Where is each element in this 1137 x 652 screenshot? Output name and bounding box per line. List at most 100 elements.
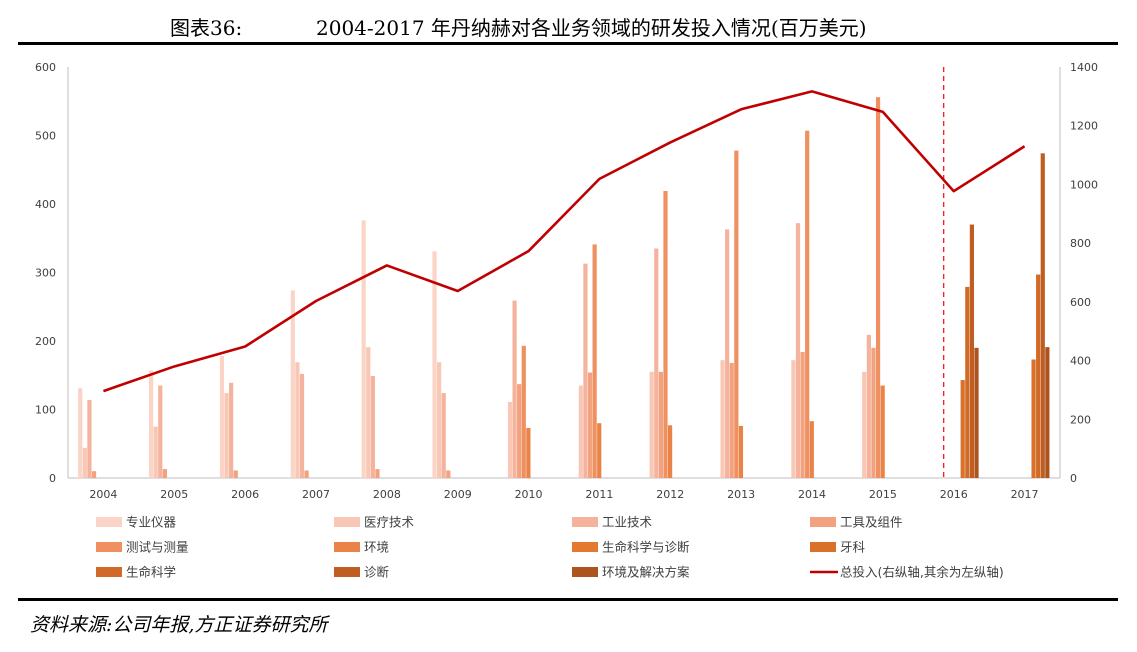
left-tick-label: 0 xyxy=(49,472,56,485)
legend-label: 医疗技术 xyxy=(364,515,415,530)
legend-label: 测试与测量 xyxy=(126,540,189,555)
bar xyxy=(526,428,531,478)
right-tick-label: 1200 xyxy=(1070,120,1098,133)
left-tick-label: 500 xyxy=(35,130,56,143)
figure-header: 图表36: 2004-2017 年丹纳赫对各业务领域的研发投入情况(百万美元) xyxy=(18,0,1118,45)
bar xyxy=(521,345,526,478)
bar xyxy=(299,373,305,478)
legend-label: 生命科学与诊断 xyxy=(602,540,690,555)
x-tick-label: 2017 xyxy=(1011,488,1039,501)
bar xyxy=(875,97,881,478)
bar xyxy=(809,421,814,478)
right-tick-label: 400 xyxy=(1070,355,1091,368)
source-note: 资料来源:公司年报,方正证券研究所 xyxy=(30,614,328,636)
right-tick-label: 200 xyxy=(1070,413,1091,426)
legend-label: 工具及组件 xyxy=(840,515,903,530)
bar xyxy=(649,371,654,478)
bar xyxy=(1036,274,1041,478)
bar xyxy=(1045,347,1050,478)
bar xyxy=(738,425,744,478)
legend-swatch xyxy=(96,542,122,552)
bar xyxy=(871,347,876,478)
bar xyxy=(437,362,442,478)
bar xyxy=(91,471,97,478)
right-tick-label: 0 xyxy=(1070,472,1077,485)
bar xyxy=(370,375,375,478)
left-tick-label: 100 xyxy=(35,404,56,417)
legend-swatch xyxy=(810,542,836,552)
bar xyxy=(880,385,885,478)
bar-line-chart: 0 100 200 300 400 500 600 0 200 400 600 800 1000 1200… xyxy=(35,61,1098,580)
legend-label: 牙科 xyxy=(840,540,866,555)
bar xyxy=(658,371,663,478)
bar xyxy=(800,351,805,478)
bar xyxy=(432,251,437,478)
x-tick-label: 2009 xyxy=(444,488,472,501)
bar xyxy=(158,385,163,478)
bar xyxy=(219,356,225,478)
legend-label: 专业仪器 xyxy=(126,515,177,530)
bar xyxy=(366,347,371,478)
legend-label: 工业技术 xyxy=(602,515,653,530)
bar xyxy=(1040,153,1045,478)
bar xyxy=(512,300,517,478)
bar xyxy=(725,229,730,478)
bar xyxy=(162,469,167,478)
bar xyxy=(720,360,725,478)
bar xyxy=(361,220,366,478)
bar xyxy=(87,399,92,478)
left-tick-label: 400 xyxy=(35,198,56,211)
bar xyxy=(507,401,513,478)
bar xyxy=(791,360,796,478)
bar xyxy=(969,224,975,478)
legend-label: 生命科学 xyxy=(126,565,176,580)
x-tick-label: 2015 xyxy=(869,488,897,501)
x-tick-label: 2006 xyxy=(231,488,259,501)
bar xyxy=(795,223,801,478)
bar xyxy=(233,470,238,478)
legend-label: 环境 xyxy=(364,540,389,555)
x-tick-label: 2013 xyxy=(727,488,755,501)
legend-swatch xyxy=(334,517,360,527)
x-tick-label: 2004 xyxy=(89,488,117,501)
bar xyxy=(578,385,583,478)
bar xyxy=(654,248,659,478)
bar xyxy=(862,371,867,478)
x-tick-label: 2014 xyxy=(798,488,826,501)
bar xyxy=(229,382,234,478)
bar xyxy=(446,470,451,478)
legend-swatch xyxy=(96,517,122,527)
legend-swatch xyxy=(572,542,598,552)
bar xyxy=(667,425,673,478)
bar xyxy=(663,190,668,479)
left-tick-label: 600 xyxy=(35,61,56,74)
legend-label: 环境及解决方案 xyxy=(602,565,690,580)
right-tick-label: 600 xyxy=(1070,296,1091,309)
bar xyxy=(304,470,309,478)
legend-label: 诊断 xyxy=(364,565,389,580)
x-tick-label: 2008 xyxy=(373,488,401,501)
legend-swatch xyxy=(572,517,598,527)
bar xyxy=(295,362,300,478)
bar xyxy=(592,244,597,478)
bar xyxy=(583,263,588,478)
bar xyxy=(290,290,295,478)
bar xyxy=(866,334,871,478)
legend-swatch xyxy=(572,567,598,577)
legend-swatch xyxy=(96,567,122,577)
legend-swatch xyxy=(810,517,836,527)
legend-label: 总投入(右纵轴,其余为左纵轴) xyxy=(840,565,1004,580)
bar xyxy=(375,469,380,478)
legend-swatch xyxy=(334,542,360,552)
figure-title: 2004-2017 年丹纳赫对各业务领域的研发投入情况(百万美元) xyxy=(316,16,867,40)
right-tick-label: 1400 xyxy=(1070,61,1098,74)
bar xyxy=(729,362,734,478)
bar xyxy=(965,286,970,478)
bar xyxy=(148,370,154,478)
x-tick-label: 2005 xyxy=(160,488,188,501)
x-tick-label: 2016 xyxy=(940,488,968,501)
right-tick-label: 1000 xyxy=(1070,178,1098,191)
left-tick-label: 300 xyxy=(35,267,56,280)
total-line xyxy=(103,90,1026,393)
bar xyxy=(82,447,87,478)
